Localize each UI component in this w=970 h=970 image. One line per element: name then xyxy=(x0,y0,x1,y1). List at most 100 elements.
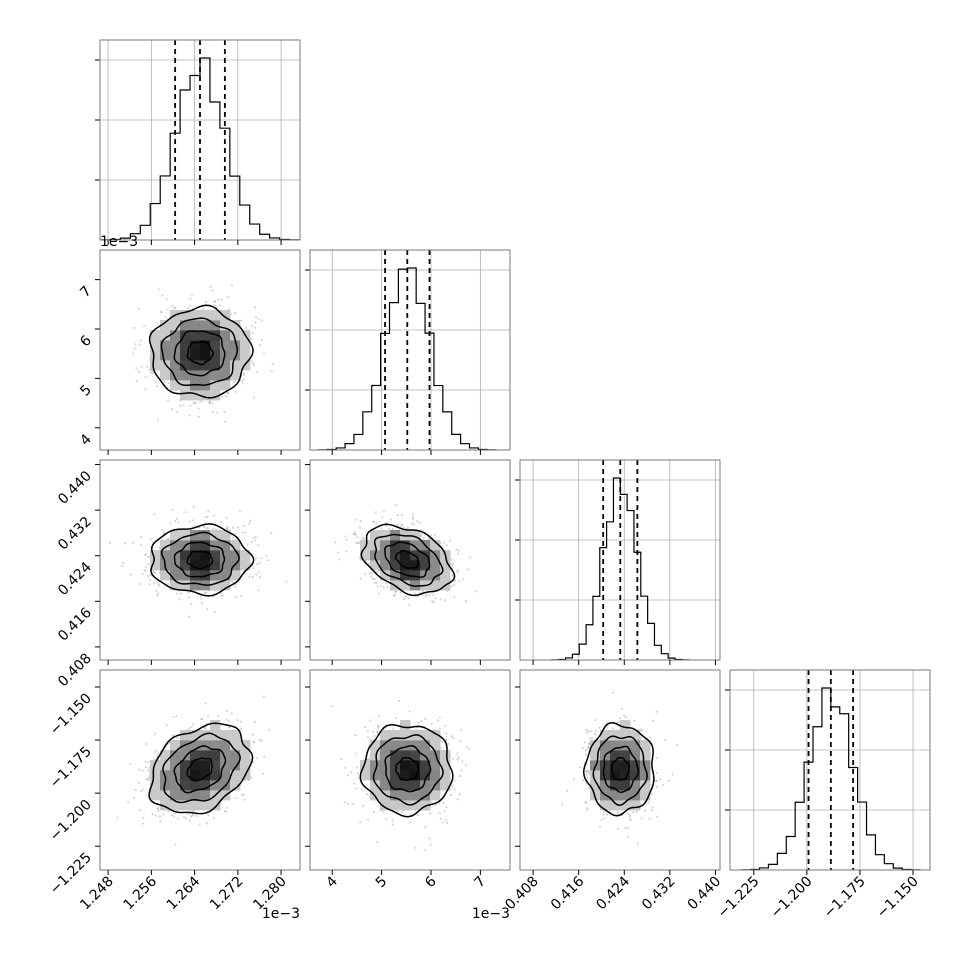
density-cell xyxy=(230,330,241,341)
y-axis-ticks xyxy=(305,686,310,847)
y-tick-label: 5 xyxy=(77,382,95,400)
sample-point xyxy=(465,746,468,749)
sample-point xyxy=(177,521,180,524)
panel-frame xyxy=(519,459,721,661)
density-cell xyxy=(390,760,401,771)
contour-line xyxy=(186,550,214,570)
sample-point xyxy=(199,400,202,403)
sample-point xyxy=(141,573,144,576)
density-cell xyxy=(180,760,191,771)
x-tick-label: −1.225 xyxy=(715,874,763,922)
sample-point xyxy=(205,822,208,825)
sample-point xyxy=(145,743,148,746)
density-cell xyxy=(180,330,191,341)
sample-point xyxy=(581,779,585,782)
sample-point xyxy=(226,527,229,530)
sample-point xyxy=(252,740,255,743)
sample-point xyxy=(170,814,173,817)
sample-point xyxy=(450,585,454,588)
sample-point xyxy=(200,717,203,720)
density-layer xyxy=(109,506,288,618)
sample-point xyxy=(207,510,210,513)
sample-point xyxy=(452,736,455,739)
sample-point xyxy=(399,591,402,594)
density-cell xyxy=(380,560,391,571)
sample-point xyxy=(656,815,659,818)
density-cell xyxy=(170,530,181,541)
density-cell xyxy=(390,780,401,791)
sample-point xyxy=(254,535,257,538)
density-cell xyxy=(210,550,221,561)
sample-point xyxy=(356,776,359,779)
sample-point xyxy=(439,817,442,820)
density-cell xyxy=(150,790,161,801)
sample-point xyxy=(252,362,255,365)
sample-point xyxy=(360,788,363,791)
sample-point xyxy=(234,585,237,588)
sample-point xyxy=(147,563,150,566)
sample-point xyxy=(336,551,340,554)
sample-point xyxy=(239,727,242,730)
density-cell xyxy=(420,800,431,811)
sample-point xyxy=(384,582,387,585)
density-cell xyxy=(210,360,221,371)
density-cell xyxy=(240,760,251,771)
sample-point xyxy=(208,401,211,404)
density-cell xyxy=(190,750,201,761)
sample-point xyxy=(146,365,149,368)
sample-point xyxy=(137,370,141,373)
density-cell xyxy=(170,330,181,341)
sample-point xyxy=(228,726,231,729)
sample-point xyxy=(189,297,192,301)
density-cell xyxy=(390,570,401,581)
y-tick-label: 4 xyxy=(77,431,95,449)
sample-point xyxy=(428,538,431,541)
sample-point xyxy=(255,757,258,760)
histogram-panel xyxy=(95,39,301,241)
sample-point xyxy=(144,553,147,556)
sample-point xyxy=(410,522,414,525)
histogram-step xyxy=(100,57,300,240)
sample-point xyxy=(157,752,160,755)
sample-point xyxy=(345,538,348,541)
sample-point xyxy=(386,585,389,588)
sample-point xyxy=(376,571,379,574)
density-cell xyxy=(190,560,201,571)
sample-point xyxy=(157,583,160,586)
sample-point xyxy=(211,411,214,414)
density-cell xyxy=(170,760,181,771)
density-layer xyxy=(132,284,300,423)
density-layer xyxy=(330,699,471,852)
sample-point xyxy=(354,734,357,737)
sample-point xyxy=(258,738,261,741)
sample-point xyxy=(445,544,448,547)
sample-point xyxy=(402,598,405,601)
sample-point xyxy=(413,523,416,526)
density-cell xyxy=(210,770,221,781)
sample-point xyxy=(658,778,662,781)
sample-point xyxy=(144,565,148,569)
sample-point xyxy=(197,415,200,418)
x-axis-ticks xyxy=(107,660,282,665)
contour-line xyxy=(372,734,444,806)
x-tick-label: 1.248 xyxy=(77,874,117,914)
sample-point xyxy=(138,781,141,784)
density-cell xyxy=(170,790,181,801)
sample-point xyxy=(262,772,265,775)
density-cell xyxy=(200,730,211,741)
sample-point xyxy=(230,712,233,715)
sample-point xyxy=(225,810,228,813)
density-cell xyxy=(190,740,201,751)
sample-point xyxy=(368,572,371,575)
density-cell xyxy=(440,750,451,761)
density-cell xyxy=(220,380,231,391)
density-cell xyxy=(170,570,181,581)
sample-point xyxy=(343,801,346,804)
density-cell xyxy=(380,730,391,741)
sample-point xyxy=(141,769,144,772)
sample-point xyxy=(183,815,186,819)
sample-point xyxy=(369,719,372,722)
sample-point xyxy=(225,527,228,530)
density-cell xyxy=(410,740,421,751)
